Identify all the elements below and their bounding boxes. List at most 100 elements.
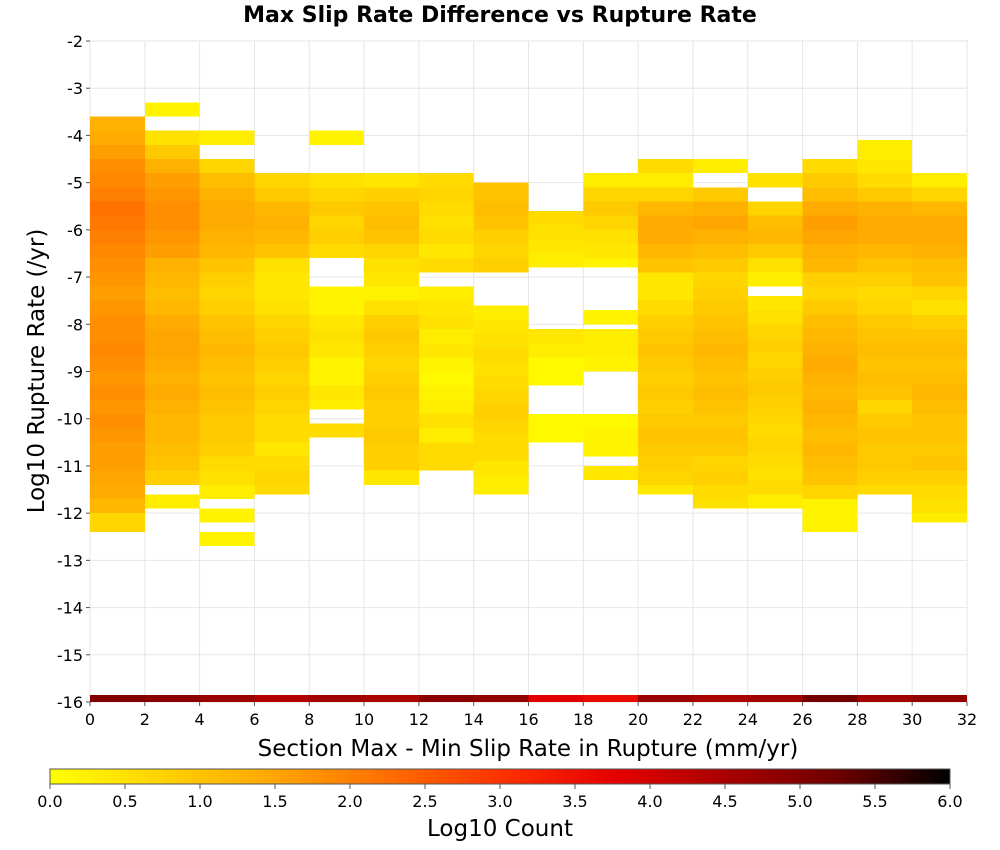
- heatmap-cell: [692, 329, 748, 344]
- heatmap-cell: [254, 286, 310, 301]
- heatmap-cell: [692, 314, 748, 330]
- heatmap-cell: [364, 456, 419, 471]
- heatmap-cell: [638, 385, 693, 400]
- colorbar-tick-label: 0.5: [112, 792, 137, 811]
- heatmap-cell: [90, 357, 145, 372]
- heatmap-cell: [912, 286, 967, 301]
- heatmap-cell: [418, 314, 474, 330]
- heatmap-cell: [747, 366, 803, 381]
- heatmap-cell: [364, 694, 419, 702]
- heatmap-cell: [528, 413, 584, 429]
- heatmap-cell: [199, 399, 255, 414]
- heatmap-cell: [857, 413, 913, 429]
- heatmap-cell: [90, 272, 145, 287]
- x-tick-label: 24: [738, 710, 758, 729]
- x-tick-label: 20: [628, 710, 648, 729]
- heatmap-cell: [583, 173, 639, 188]
- heatmap-cell: [254, 442, 310, 457]
- heatmap-cell: [802, 229, 858, 245]
- heatmap-cell: [144, 694, 200, 702]
- heatmap-cell: [254, 300, 310, 315]
- heatmap-cell: [802, 173, 858, 188]
- heatmap-cell: [912, 187, 967, 202]
- heatmap-cell: [912, 484, 967, 499]
- heatmap-cell: [747, 352, 803, 367]
- heatmap-cell: [90, 385, 145, 400]
- heatmap-cell: [144, 201, 200, 216]
- heatmap-cell: [692, 286, 748, 301]
- heatmap-cell: [309, 300, 365, 315]
- y-tick-label: -11: [57, 457, 83, 476]
- heatmap-cell: [638, 314, 693, 330]
- heatmap-cell: [473, 333, 529, 348]
- heatmap-cell: [692, 300, 748, 315]
- heatmap-cell: [90, 159, 145, 174]
- heatmap-cell: [583, 413, 639, 429]
- heatmap-cell: [583, 201, 639, 216]
- heatmap-cell: [747, 310, 803, 325]
- heatmap-cell: [802, 159, 858, 174]
- heatmap-cell: [857, 159, 913, 174]
- heatmap-cell: [199, 159, 255, 174]
- heatmap-cell: [638, 272, 693, 287]
- x-axis-label: Section Max - Min Slip Rate in Rupture (…: [258, 736, 799, 762]
- heatmap-cell: [418, 286, 474, 301]
- heatmap-cell: [144, 413, 200, 429]
- heatmap-cell: [90, 484, 145, 499]
- heatmap-cell: [90, 258, 145, 273]
- heatmap-cell: [583, 215, 639, 230]
- heatmap-cell: [583, 229, 639, 245]
- heatmap-cell: [638, 428, 693, 443]
- heatmap-cell: [912, 442, 967, 457]
- colorbar-ticks: 0.0 0.5 1.0 1.5 2.0 2.5 3.0 3.5 4.0 4.5 5.0 5.5 6.0: [37, 784, 963, 811]
- heatmap-cell: [418, 215, 474, 230]
- heatmap-cell: [254, 399, 310, 414]
- heatmap-cell: [418, 413, 474, 429]
- heatmap-cell: [254, 329, 310, 344]
- heatmap-cell: [912, 244, 967, 259]
- heatmap-cell: [199, 215, 255, 230]
- heatmap-cell: [364, 343, 419, 358]
- heatmap-cell: [692, 159, 748, 174]
- heatmap-cell: [528, 239, 584, 254]
- heatmap-cell: [144, 244, 200, 259]
- heatmap-cell: [583, 310, 639, 325]
- heatmap-cell: [747, 395, 803, 410]
- heatmap-cell: [692, 229, 748, 245]
- heatmap-cell: [692, 272, 748, 287]
- heatmap-cell: [254, 357, 310, 372]
- heatmap-cell: [747, 324, 803, 339]
- heatmap-cell: [364, 244, 419, 259]
- y-axis-label: Log10 Rupture Rate (/yr): [24, 229, 50, 514]
- heatmap-cell: [583, 258, 639, 268]
- heatmap-cell: [199, 456, 255, 471]
- heatmap-cell: [473, 390, 529, 405]
- heatmap-cell: [90, 144, 145, 160]
- heatmap-cell: [802, 385, 858, 400]
- heatmap-cell: [802, 215, 858, 230]
- heatmap-cell: [364, 258, 419, 273]
- heatmap-cell: [144, 173, 200, 188]
- heatmap-cell: [692, 357, 748, 372]
- heatmap-cell: [199, 130, 255, 145]
- heatmap-cell: [692, 694, 748, 702]
- heatmap-cell: [912, 371, 967, 386]
- heatmap-cell: [418, 201, 474, 216]
- heatmap-cell: [144, 494, 200, 509]
- colorbar-tick-label: 4.0: [637, 792, 662, 811]
- heatmap-cell: [857, 399, 913, 414]
- heatmap-cell: [912, 329, 967, 344]
- heatmap-cell: [364, 272, 419, 287]
- heatmap-cell: [692, 187, 748, 202]
- heatmap-cell: [199, 300, 255, 315]
- y-axis-ticks: -2 -3 -4 -5 -6 -7 -8 -9 -10 -11 -12 -13 -14 -15 -16: [57, 32, 90, 712]
- heatmap-cell: [638, 484, 693, 495]
- x-tick-label: 12: [409, 710, 429, 729]
- heatmap-cell: [199, 442, 255, 457]
- heatmap-cell: [692, 371, 748, 386]
- heatmap-cell: [364, 215, 419, 230]
- heatmap-cell: [418, 300, 474, 315]
- heatmap-cell: [364, 173, 419, 188]
- heatmap-cell: [473, 305, 529, 320]
- heatmap-cell: [144, 258, 200, 273]
